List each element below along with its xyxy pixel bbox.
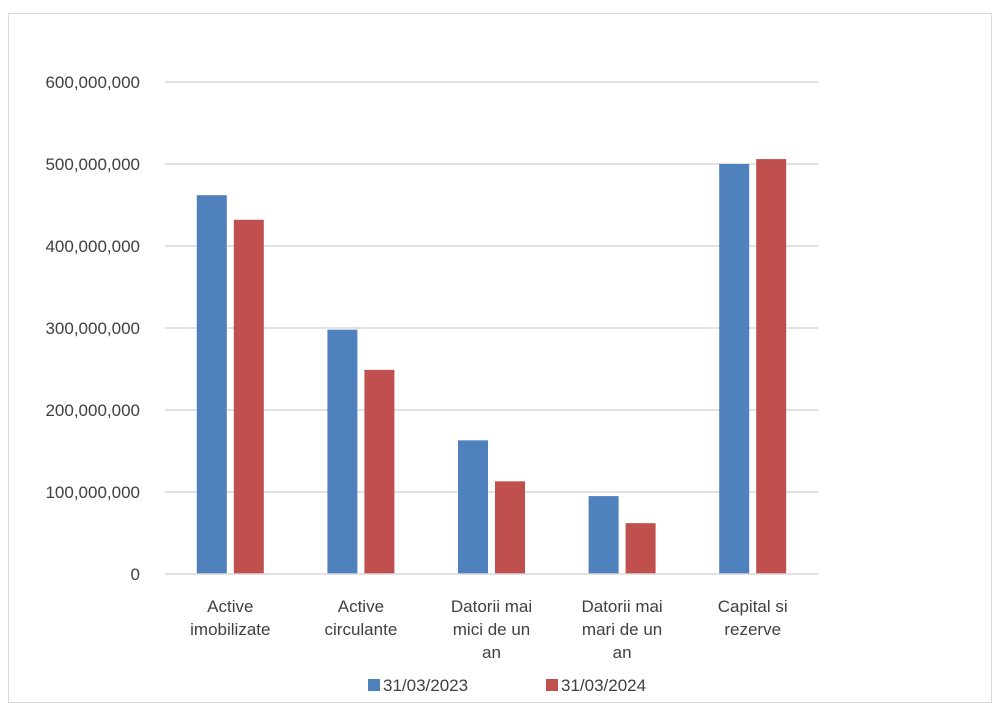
x-category-label-line: Datorii mai [581, 597, 662, 616]
gridlines [165, 81, 818, 493]
x-category-label: Capital si rezerve [718, 597, 788, 639]
y-tick-label: 600,000,000 [45, 73, 140, 92]
x-category-label-line: an [482, 643, 501, 662]
chart-frame [8, 13, 992, 703]
x-category-label-line: imobilizate [190, 620, 270, 639]
legend-label: 31/03/2024 [561, 676, 646, 695]
bar [756, 159, 787, 574]
y-tick-label: 400,000,000 [45, 237, 140, 256]
x-category-label-line: Capital si [718, 597, 788, 616]
x-category-label-line: mari de un [582, 620, 662, 639]
x-category-label-line: circulante [325, 620, 398, 639]
x-category-label-line: mici de un [453, 620, 530, 639]
bar [364, 369, 395, 574]
x-category-label-line: an [613, 643, 632, 662]
bar [719, 164, 750, 574]
x-category-label: Active imobilizate [190, 597, 270, 639]
y-tick-label: 100,000,000 [45, 483, 140, 502]
bars [196, 159, 787, 574]
bar [458, 440, 488, 574]
x-category-label: Active circulante [325, 597, 398, 639]
x-category-label-line: Datorii mai [451, 597, 532, 616]
x-category-label-line: rezerve [724, 620, 781, 639]
bar [327, 329, 358, 574]
x-axis-categories: Active imobilizate Active circulante Datorii… [190, 597, 788, 662]
y-axis-ticks: 0 100,000,000 200,000,000 300,000,000 400,00… [45, 73, 140, 584]
bar [196, 195, 227, 574]
bar [233, 219, 264, 574]
bar [625, 523, 656, 574]
y-tick-label: 500,000,000 [45, 155, 140, 174]
legend-swatch [546, 679, 558, 691]
y-tick-label: 0 [131, 565, 140, 584]
x-category-label-line: Active [338, 597, 384, 616]
x-category-label: Datorii mai mici de un an [451, 597, 532, 662]
legend-swatch [368, 679, 380, 691]
x-category-label-line: Active [207, 597, 253, 616]
legend-label: 31/03/2023 [383, 676, 468, 695]
bar [588, 496, 619, 574]
bar [495, 481, 525, 574]
legend: 31/03/2023 31/03/2024 [368, 676, 646, 695]
y-tick-label: 300,000,000 [45, 319, 140, 338]
y-tick-label: 200,000,000 [45, 401, 140, 420]
x-category-label: Datorii mai mari de un an [581, 597, 662, 662]
